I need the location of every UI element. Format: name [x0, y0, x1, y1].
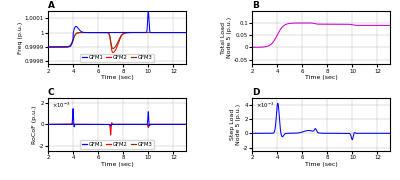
- X-axis label: Time (sec): Time (sec): [305, 162, 338, 167]
- Y-axis label: Freq (p.u.): Freq (p.u.): [18, 21, 23, 54]
- X-axis label: Time (sec): Time (sec): [100, 75, 133, 80]
- Y-axis label: Total Load
Node 5 (p.u.): Total Load Node 5 (p.u.): [222, 17, 232, 58]
- Text: D: D: [252, 88, 260, 97]
- Text: A: A: [48, 1, 55, 10]
- Legend: GFM1, GFM2, GFM3: GFM1, GFM2, GFM3: [80, 140, 154, 148]
- Text: $\times10^{-3}$: $\times10^{-3}$: [52, 101, 70, 110]
- X-axis label: Time (sec): Time (sec): [305, 75, 338, 80]
- Y-axis label: RoCoF (p.u.): RoCoF (p.u.): [32, 105, 37, 144]
- Legend: GFM1, GFM2, GFM3: GFM1, GFM2, GFM3: [80, 54, 154, 62]
- X-axis label: Time (sec): Time (sec): [100, 162, 133, 167]
- Text: $\times10^{-3}$: $\times10^{-3}$: [256, 101, 274, 110]
- Text: C: C: [48, 88, 55, 97]
- Y-axis label: Step Load
Node 5 (p.u.): Step Load Node 5 (p.u.): [230, 104, 241, 145]
- Text: B: B: [252, 1, 259, 10]
